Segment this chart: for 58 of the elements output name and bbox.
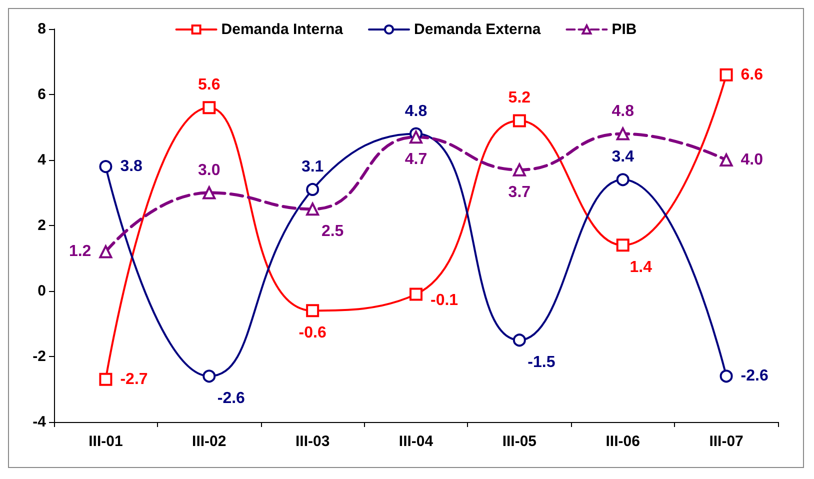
data-label: -2.6 — [217, 390, 246, 408]
data-label: -2.6 — [740, 368, 768, 385]
point — [616, 127, 630, 140]
data-label: -1.5 — [528, 354, 556, 372]
data-label: -0.6 — [298, 324, 326, 342]
x-tick-label: III-04 — [398, 433, 434, 450]
point — [306, 182, 320, 196]
x-tick-label: III-07 — [709, 433, 744, 450]
data-label: 3.8 — [120, 158, 143, 176]
y-tick-label: 2 — [38, 217, 46, 234]
point — [720, 370, 733, 383]
y-tick-label: -4 — [32, 414, 47, 430]
point — [202, 186, 216, 200]
data-label: 2.5 — [321, 223, 344, 240]
legend-label: PIB — [612, 21, 637, 38]
point — [512, 163, 526, 176]
y-tick-label: -2 — [32, 348, 46, 365]
point — [410, 130, 422, 144]
x-tick-label: III-03 — [295, 433, 330, 450]
y-tick-label: 8 — [38, 20, 46, 38]
point — [99, 160, 112, 174]
point — [306, 202, 320, 216]
data-label: 3.0 — [198, 162, 220, 179]
data-label: 6.6 — [740, 66, 764, 84]
data-label: 4.8 — [404, 102, 428, 120]
point — [410, 288, 422, 301]
data-label: 5.2 — [508, 90, 531, 107]
x-tick-label: III-06 — [606, 433, 640, 450]
point — [202, 101, 216, 114]
point — [202, 370, 216, 383]
x-tick-label: III-02 — [192, 433, 226, 450]
data-label: 5.6 — [198, 76, 220, 94]
point — [99, 372, 112, 386]
data-label: 1.4 — [630, 259, 652, 276]
y-tick-label: 4 — [38, 152, 47, 168]
data-label: 4.8 — [612, 102, 634, 120]
legend-label: Demanda Externa — [414, 21, 542, 38]
legend-label: Demanda Interna — [221, 21, 344, 38]
point — [720, 154, 733, 166]
point — [720, 68, 733, 82]
y-tick-label: 6 — [38, 86, 46, 103]
point — [512, 334, 526, 347]
y-tick-label: 0 — [38, 282, 46, 300]
data-label: -0.1 — [430, 292, 458, 309]
point — [616, 173, 630, 186]
data-label: 3.4 — [612, 148, 634, 166]
data-label: -2.7 — [120, 370, 148, 388]
data-label: 3.7 — [508, 184, 531, 201]
data-label: 1.2 — [68, 243, 92, 260]
x-tick-label: III-01 — [88, 433, 123, 450]
point — [306, 304, 320, 318]
data-label: 4.0 — [740, 152, 764, 168]
point — [616, 238, 630, 252]
point — [512, 114, 526, 128]
x-tick-label: III-05 — [502, 433, 537, 450]
data-label: 3.1 — [301, 158, 324, 176]
data-label: 4.7 — [404, 151, 428, 168]
point — [99, 245, 112, 258]
